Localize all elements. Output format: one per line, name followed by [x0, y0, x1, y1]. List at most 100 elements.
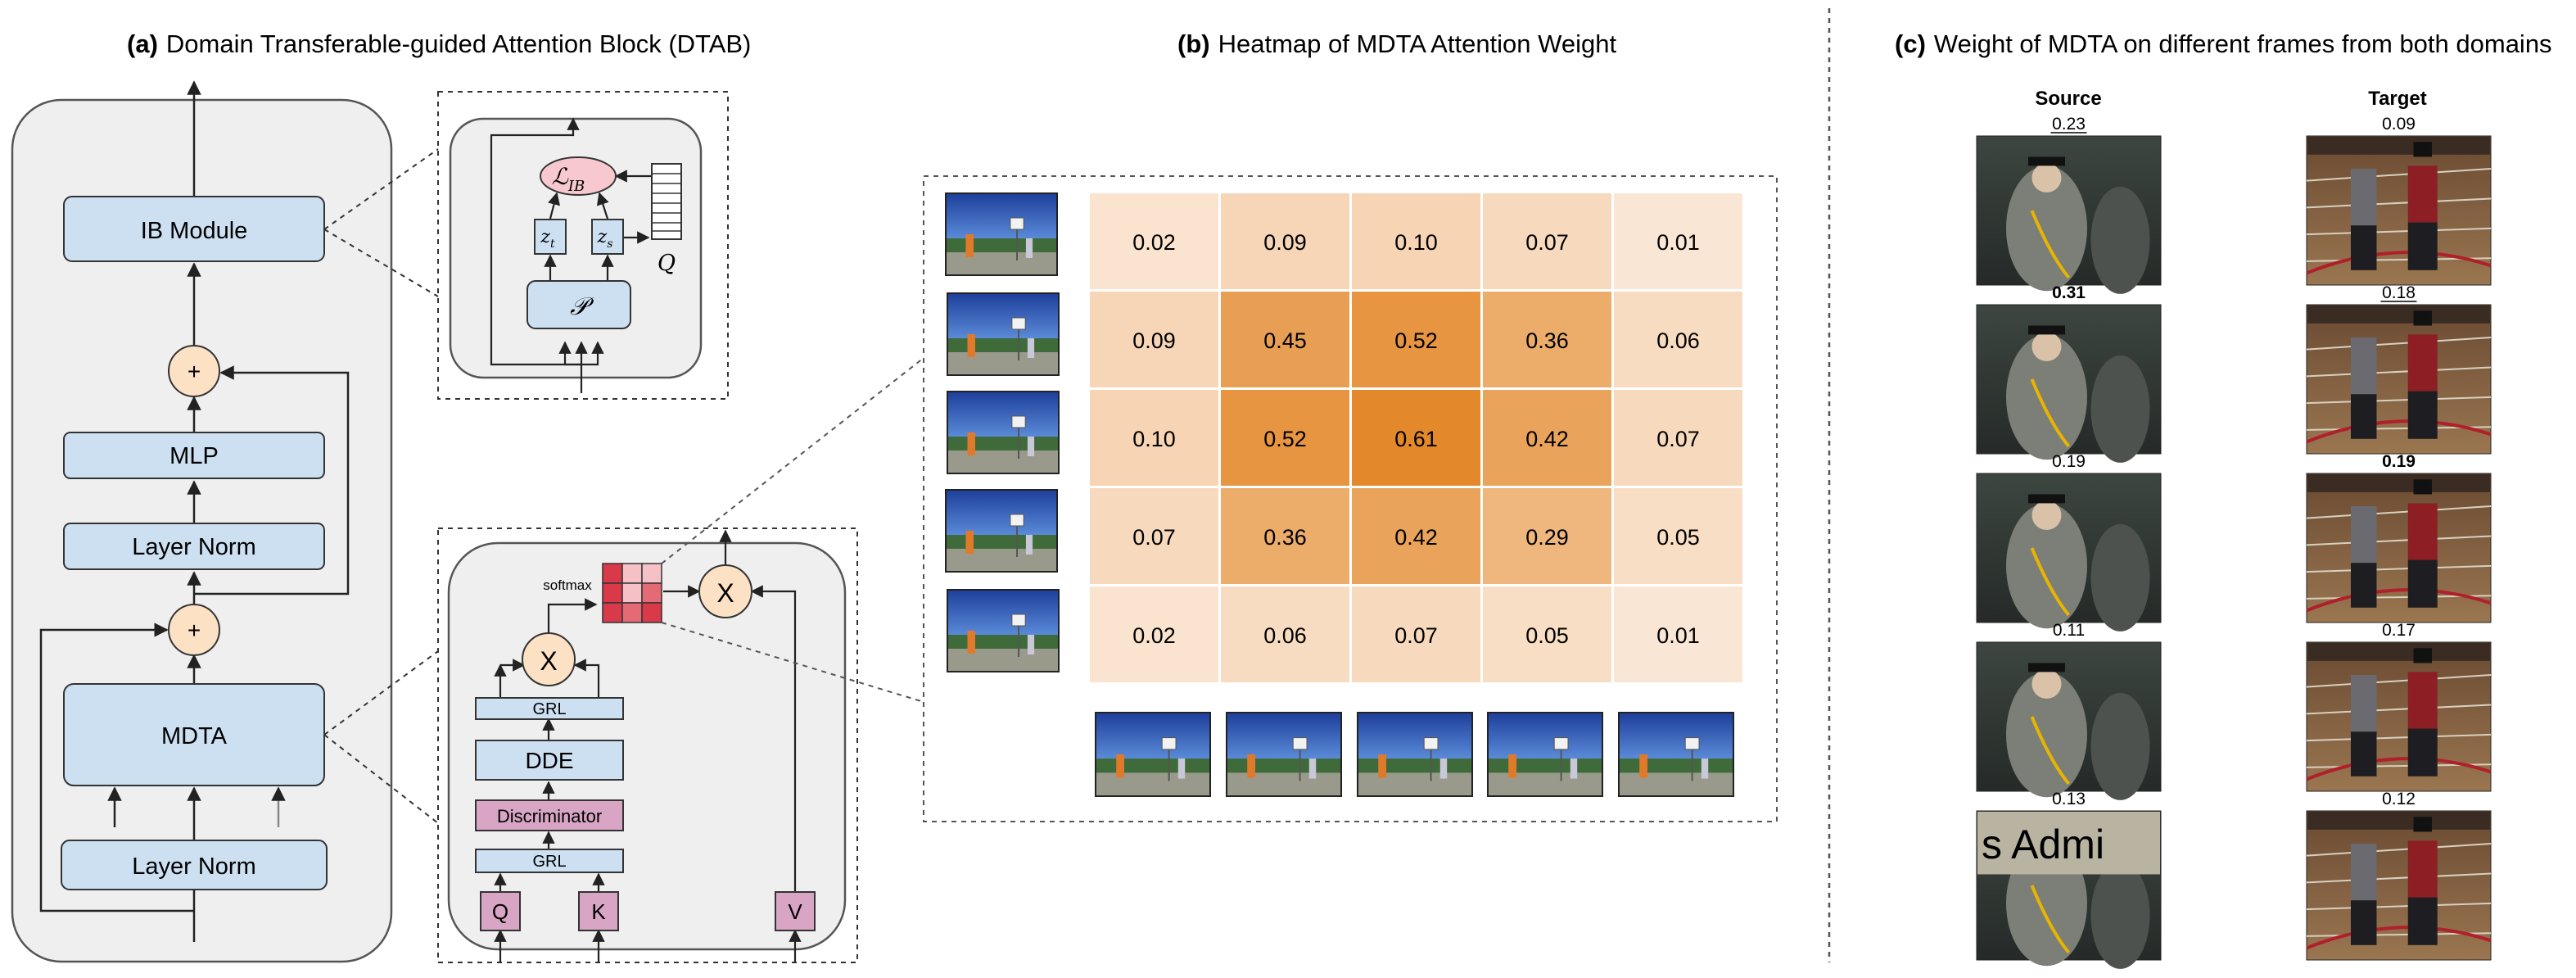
- heatmap-cell: [1090, 292, 1218, 387]
- heatmap-cell: [1483, 488, 1611, 584]
- z-t-text: zt: [540, 227, 555, 251]
- frame-weight-label: 0.19: [2382, 452, 2416, 471]
- grl-bottom-label: GRL: [532, 853, 566, 871]
- video-frame-thumbnail: [1487, 712, 1603, 797]
- heatmap-cell-value: 0.52: [1394, 328, 1438, 353]
- queue-icon: [651, 163, 682, 240]
- heatmap-cell: [1090, 390, 1218, 486]
- heatmap-cell: [1221, 390, 1349, 486]
- target-frame: [2306, 473, 2492, 623]
- target-frame: [2306, 135, 2492, 286]
- source-frame-sign-text: s Admi: [1982, 822, 2104, 867]
- panel-b-title: (b) Heatmap of MDTA Attention Weight: [1177, 29, 1616, 58]
- heatmap-cell-value: 0.06: [1656, 328, 1700, 353]
- row-frame-thumbnails: [945, 192, 1060, 672]
- z-s-node: [591, 219, 624, 255]
- source-frame: s Admi: [1976, 810, 2162, 969]
- heatmap-zoom-lines: [661, 357, 924, 703]
- source-domain-label: Source: [2035, 88, 2101, 110]
- heatmap-cell-value: 0.01: [1656, 623, 1700, 648]
- grl-top-block: [475, 697, 624, 720]
- heatmap-cell-value: 0.09: [1263, 230, 1307, 255]
- residual-add-top: [168, 345, 220, 397]
- grl-bottom-block: [475, 849, 624, 873]
- video-frame-thumbnail: [1618, 712, 1734, 797]
- heatmap-cell-value: 0.07: [1656, 427, 1700, 451]
- target-frames-column: 0.09 0.18 0.19 0.17 0.12: [2306, 115, 2492, 961]
- ib-inset: ℒIB zt zs 𝒫 Q: [437, 91, 729, 400]
- ib-loss-node: [540, 156, 617, 196]
- q-block: [480, 891, 521, 931]
- panel-c-title: (c) Weight of MDTA on different frames fr…: [1895, 29, 2552, 58]
- attention-matrix-icon: [602, 563, 662, 623]
- z-t-node: [534, 219, 567, 255]
- heatmap-cell: [1483, 586, 1611, 682]
- heatmap-grid: 0.02 0.09 0.10 0.07 0.01 0.09 0.45 0.52 0.36 0.06…: [1090, 193, 1742, 682]
- video-frame-thumbnail: [945, 192, 1058, 276]
- grl-top-label: GRL: [532, 700, 566, 718]
- heatmap-cell: [1352, 193, 1480, 289]
- heatmap-cell-value: 0.10: [1132, 427, 1176, 451]
- panel-b-title-text: Heatmap of MDTA Attention Weight: [1218, 29, 1617, 58]
- v-label: V: [788, 899, 802, 924]
- heatmap-cell: [1090, 193, 1218, 289]
- source-frame: [1976, 473, 2162, 632]
- panel-a: (a) Domain Transferable-guided Attention …: [11, 29, 924, 963]
- ib-inset-frame: [437, 91, 729, 400]
- dde-block: [475, 740, 624, 781]
- heatmap-cell-value: 0.02: [1132, 230, 1176, 255]
- frame-weight-label: 0.09: [2382, 115, 2416, 134]
- heatmap-cell-value: 0.36: [1525, 328, 1569, 353]
- heatmap-cell-value: 0.05: [1525, 623, 1569, 648]
- heatmap-cell: [1352, 292, 1480, 387]
- source-frame: [1976, 135, 2162, 294]
- target-frame: [2306, 641, 2492, 792]
- discriminator-label: Discriminator: [497, 806, 602, 826]
- heatmap-cell-value: 0.06: [1263, 623, 1307, 648]
- target-frame: [2306, 304, 2492, 455]
- mdta-inset: X X softmax GRL DDE Discriminator: [437, 527, 858, 963]
- source-frame: [1976, 304, 2162, 463]
- heatmap-frame: [923, 175, 1778, 822]
- ib-loss-text: ℒIB: [552, 163, 585, 195]
- heatmap-cell: [1221, 292, 1349, 387]
- heatmap-cell-value: 0.29: [1525, 525, 1569, 550]
- frame-weight-label: 0.12: [2382, 790, 2416, 808]
- heatmap-cell: [1221, 193, 1349, 289]
- z-s-text: zs: [597, 227, 613, 251]
- ib-module-label: IB Module: [141, 218, 248, 244]
- heatmap-cell-value: 0.10: [1394, 230, 1438, 255]
- plus-top: +: [188, 359, 201, 384]
- heatmap-cell: [1221, 586, 1349, 682]
- k-block: [578, 891, 619, 931]
- heatmap-cell-value: 0.01: [1656, 230, 1700, 255]
- heatmap-cell: [1614, 193, 1742, 289]
- queue-label: Q: [658, 251, 676, 276]
- heatmap-cell-value: 0.42: [1525, 427, 1569, 451]
- panel-a-prefix: (a): [127, 29, 158, 58]
- heatmap-cell: [1221, 488, 1349, 584]
- layer-norm-bottom-label: Layer Norm: [132, 853, 256, 880]
- heatmap-cell-value: 0.45: [1263, 328, 1307, 353]
- panel-b: (b) Heatmap of MDTA Attention Weight 0.02…: [923, 29, 1778, 822]
- mult-node-right: [698, 564, 752, 618]
- q-label: Q: [492, 899, 508, 924]
- frame-weight-label: 0.18: [2382, 283, 2416, 302]
- softmax-label: softmax: [543, 577, 592, 593]
- heatmap-cell: [1614, 390, 1742, 486]
- heatmap-cell-value: 0.07: [1132, 525, 1176, 550]
- heatmap-cell: [1090, 488, 1218, 584]
- heatmap-cell: [1090, 586, 1218, 682]
- frame-weight-label: 0.23: [2052, 115, 2086, 134]
- heatmap-cell: [1352, 586, 1480, 682]
- v-block: [775, 891, 816, 931]
- mdta-inset-frame: [437, 527, 858, 963]
- frame-weight-label: 0.19: [2052, 452, 2086, 471]
- video-frame-thumbnail: [945, 489, 1058, 573]
- frame-weight-label: 0.13: [2052, 790, 2086, 808]
- heatmap-cell-value: 0.09: [1132, 328, 1176, 353]
- mult-left-text: X: [540, 646, 557, 676]
- heatmap-cell: [1483, 193, 1611, 289]
- heatmap-cell: [1483, 292, 1611, 387]
